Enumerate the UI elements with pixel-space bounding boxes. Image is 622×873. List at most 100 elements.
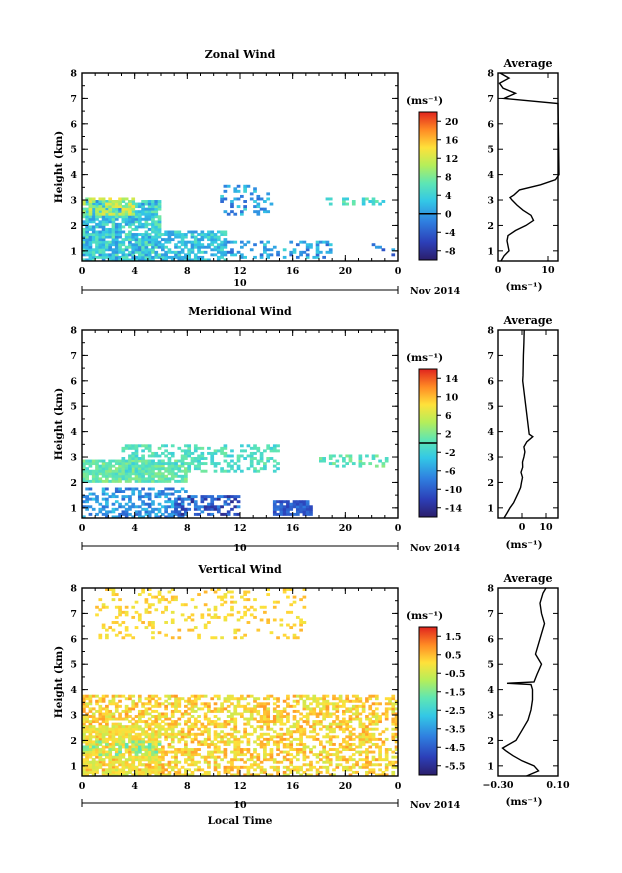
heatmap-cell bbox=[292, 512, 297, 516]
heatmap-cell bbox=[351, 462, 356, 466]
heatmap-cell bbox=[236, 702, 241, 706]
colorbar-tick-label: 12 bbox=[445, 154, 458, 165]
heatmap-cell bbox=[95, 727, 99, 731]
heatmap-cell bbox=[124, 742, 129, 746]
heatmap-cell bbox=[193, 444, 198, 448]
heatmap-cell bbox=[111, 200, 116, 203]
heatmap-cell bbox=[95, 479, 99, 483]
heatmap-cell bbox=[374, 745, 379, 749]
heatmap-cell bbox=[246, 758, 251, 762]
heatmap-cell bbox=[223, 469, 228, 473]
heatmap-cell bbox=[345, 725, 350, 729]
heatmap-cell bbox=[161, 732, 165, 736]
heatmap-cell bbox=[180, 732, 185, 736]
heatmap-cell bbox=[338, 742, 343, 746]
heatmap-cell bbox=[305, 510, 310, 514]
heatmap-cell bbox=[151, 768, 155, 772]
heatmap-cell bbox=[121, 737, 126, 741]
heatmap-cell bbox=[365, 454, 369, 458]
heatmap-cell bbox=[384, 457, 389, 460]
heatmap-cell bbox=[243, 760, 247, 764]
heatmap-cell bbox=[203, 590, 208, 594]
heatmap-cell bbox=[91, 720, 96, 724]
heatmap-cell bbox=[223, 768, 228, 772]
heatmap-cell bbox=[128, 770, 132, 774]
heatmap-cell bbox=[210, 615, 215, 619]
heatmap-cell bbox=[88, 258, 93, 261]
heatmap-cell bbox=[101, 227, 106, 231]
heatmap-cell bbox=[263, 745, 267, 749]
heatmap-cell bbox=[279, 740, 284, 744]
heatmap-cell bbox=[269, 449, 274, 453]
heatmap-cell bbox=[134, 235, 139, 239]
heatmap-cell bbox=[210, 753, 215, 757]
heatmap-cell bbox=[147, 750, 152, 754]
heatmap-cell bbox=[88, 225, 93, 229]
heatmap-cell bbox=[203, 505, 208, 509]
heatmap-cell bbox=[305, 502, 310, 506]
heatmap-cell bbox=[164, 753, 168, 757]
heatmap-cell bbox=[319, 770, 323, 774]
heatmap-cell bbox=[147, 605, 152, 609]
heatmap-cell bbox=[203, 694, 208, 698]
heatmap-cell bbox=[345, 709, 350, 713]
heatmap-cell bbox=[164, 712, 168, 716]
heatmap-cell bbox=[157, 492, 162, 496]
heatmap-cell bbox=[223, 742, 228, 746]
heatmap-cell bbox=[243, 748, 247, 751]
heatmap-cell bbox=[358, 753, 363, 757]
heatmap-cell bbox=[338, 720, 343, 724]
heatmap-cell bbox=[263, 243, 267, 247]
heatmap-cell bbox=[131, 727, 136, 731]
heatmap-cell bbox=[91, 250, 96, 254]
heatmap-cell bbox=[88, 492, 93, 496]
heatmap-cell bbox=[88, 694, 93, 698]
heatmap-cell bbox=[299, 510, 303, 514]
heatmap-cell bbox=[374, 702, 379, 706]
heatmap-cell bbox=[91, 770, 96, 774]
heatmap-cell bbox=[193, 735, 198, 739]
heatmap-cell bbox=[200, 462, 205, 466]
heatmap-cell bbox=[147, 773, 152, 776]
heatmap-cell bbox=[157, 593, 162, 597]
heatmap-cell bbox=[299, 621, 303, 624]
heatmap-cell bbox=[154, 479, 159, 483]
heatmap-cell bbox=[180, 250, 185, 254]
heatmap-cell bbox=[124, 626, 129, 630]
heatmap-cell bbox=[111, 495, 116, 499]
heatmap-cell bbox=[164, 258, 168, 261]
heatmap-cell bbox=[111, 730, 116, 734]
heatmap-cell bbox=[269, 753, 274, 757]
heatmap-cell bbox=[174, 735, 178, 739]
heatmap-cell bbox=[82, 505, 86, 509]
heatmap-cell bbox=[105, 492, 109, 496]
heatmap-cell bbox=[289, 770, 294, 774]
heatmap-cell bbox=[131, 707, 136, 711]
heatmap-cell bbox=[121, 495, 126, 499]
heatmap-cell bbox=[289, 626, 294, 630]
heatmap-cell bbox=[180, 765, 185, 769]
colorbar-tick-label: 20 bbox=[445, 117, 459, 128]
heatmap-cell bbox=[322, 457, 326, 460]
heatmap-cell bbox=[114, 230, 119, 234]
heatmap-cell bbox=[368, 720, 373, 724]
heatmap-cell bbox=[101, 492, 106, 496]
heatmap-cell bbox=[256, 773, 261, 776]
heatmap-cell bbox=[147, 462, 152, 466]
heatmap-cell bbox=[118, 258, 122, 261]
heatmap-cell bbox=[243, 205, 247, 209]
heatmap-cell bbox=[167, 467, 172, 471]
heatmap-cell bbox=[259, 459, 264, 463]
heatmap-cell bbox=[302, 605, 307, 609]
heatmap-cell bbox=[351, 748, 356, 751]
heatmap-cell bbox=[141, 250, 145, 254]
heatmap-cell bbox=[134, 446, 139, 450]
heatmap-cell bbox=[345, 748, 350, 751]
heatmap-cell bbox=[216, 707, 221, 711]
heatmap-cell bbox=[335, 750, 340, 754]
heatmap-cell bbox=[137, 512, 142, 516]
heatmap-cell bbox=[184, 768, 188, 772]
heatmap-cell bbox=[328, 457, 333, 460]
heatmap-cell bbox=[246, 709, 251, 713]
